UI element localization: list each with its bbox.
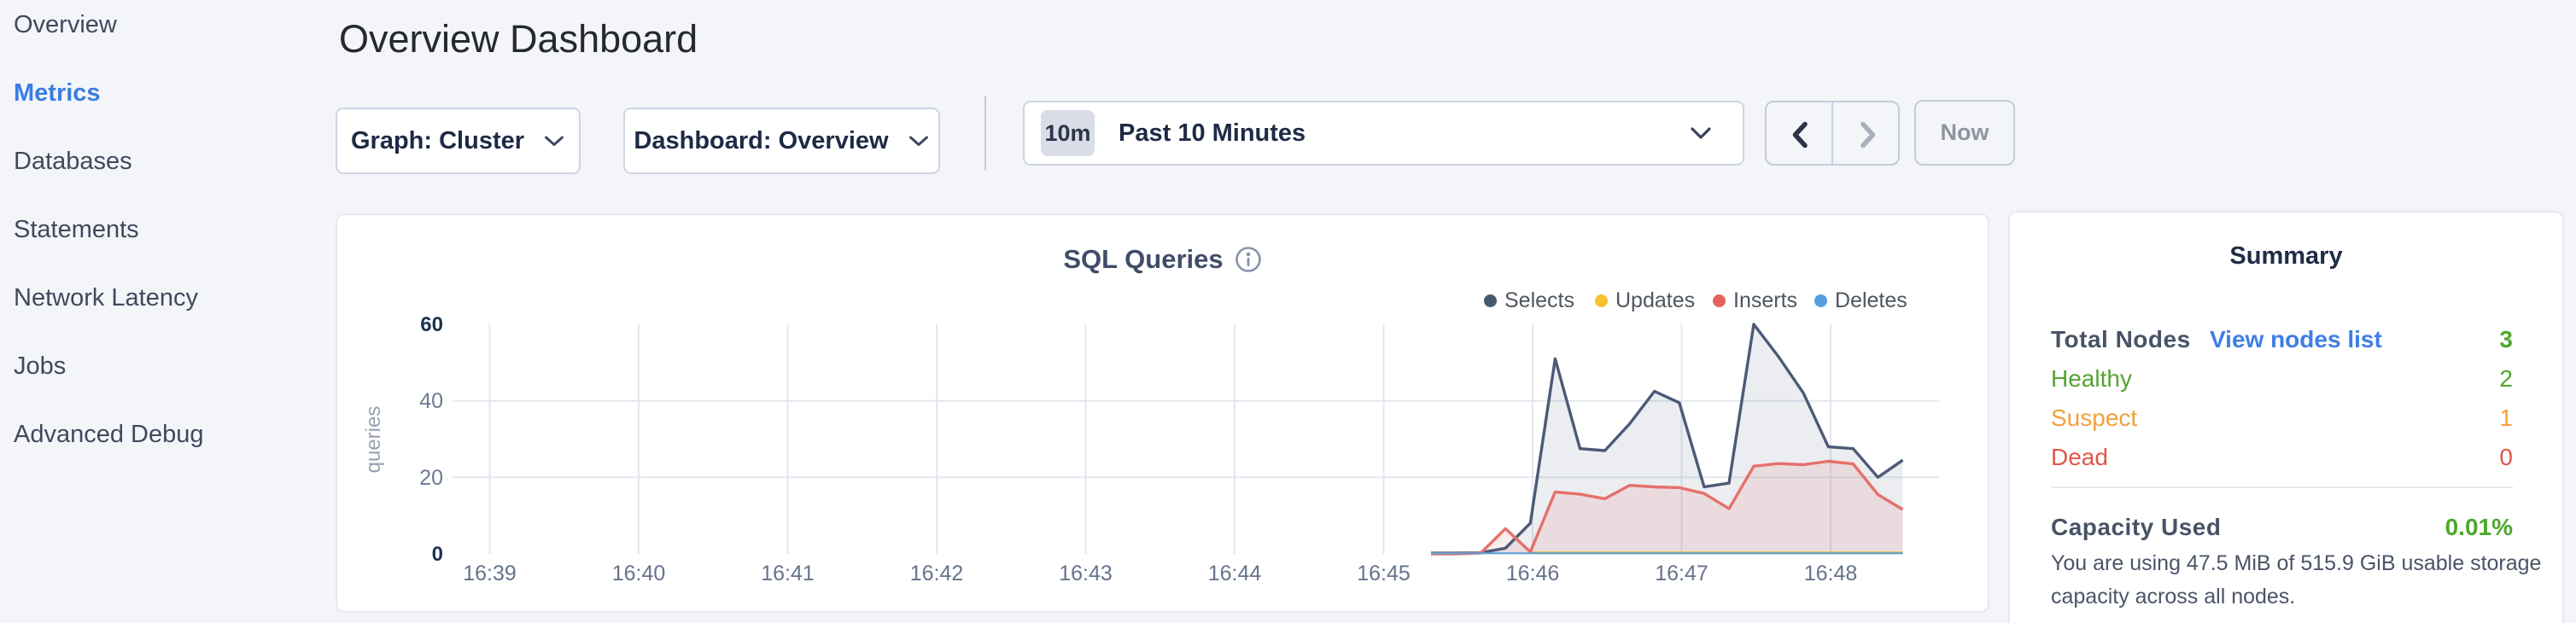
svg-text:40: 40 <box>419 389 443 413</box>
svg-text:16:44: 16:44 <box>1208 562 1262 585</box>
svg-text:0: 0 <box>432 543 443 566</box>
svg-text:16:47: 16:47 <box>1655 562 1709 585</box>
svg-text:60: 60 <box>420 313 443 336</box>
svg-text:16:48: 16:48 <box>1804 562 1858 585</box>
svg-text:16:46: 16:46 <box>1506 562 1560 585</box>
svg-text:16:45: 16:45 <box>1357 562 1411 585</box>
svg-text:16:42: 16:42 <box>910 562 964 585</box>
svg-text:16:40: 16:40 <box>612 562 666 585</box>
svg-text:queries: queries <box>362 406 385 474</box>
svg-text:16:39: 16:39 <box>463 562 517 585</box>
svg-text:20: 20 <box>419 466 443 490</box>
svg-text:16:41: 16:41 <box>761 562 815 585</box>
svg-text:16:43: 16:43 <box>1059 562 1113 585</box>
